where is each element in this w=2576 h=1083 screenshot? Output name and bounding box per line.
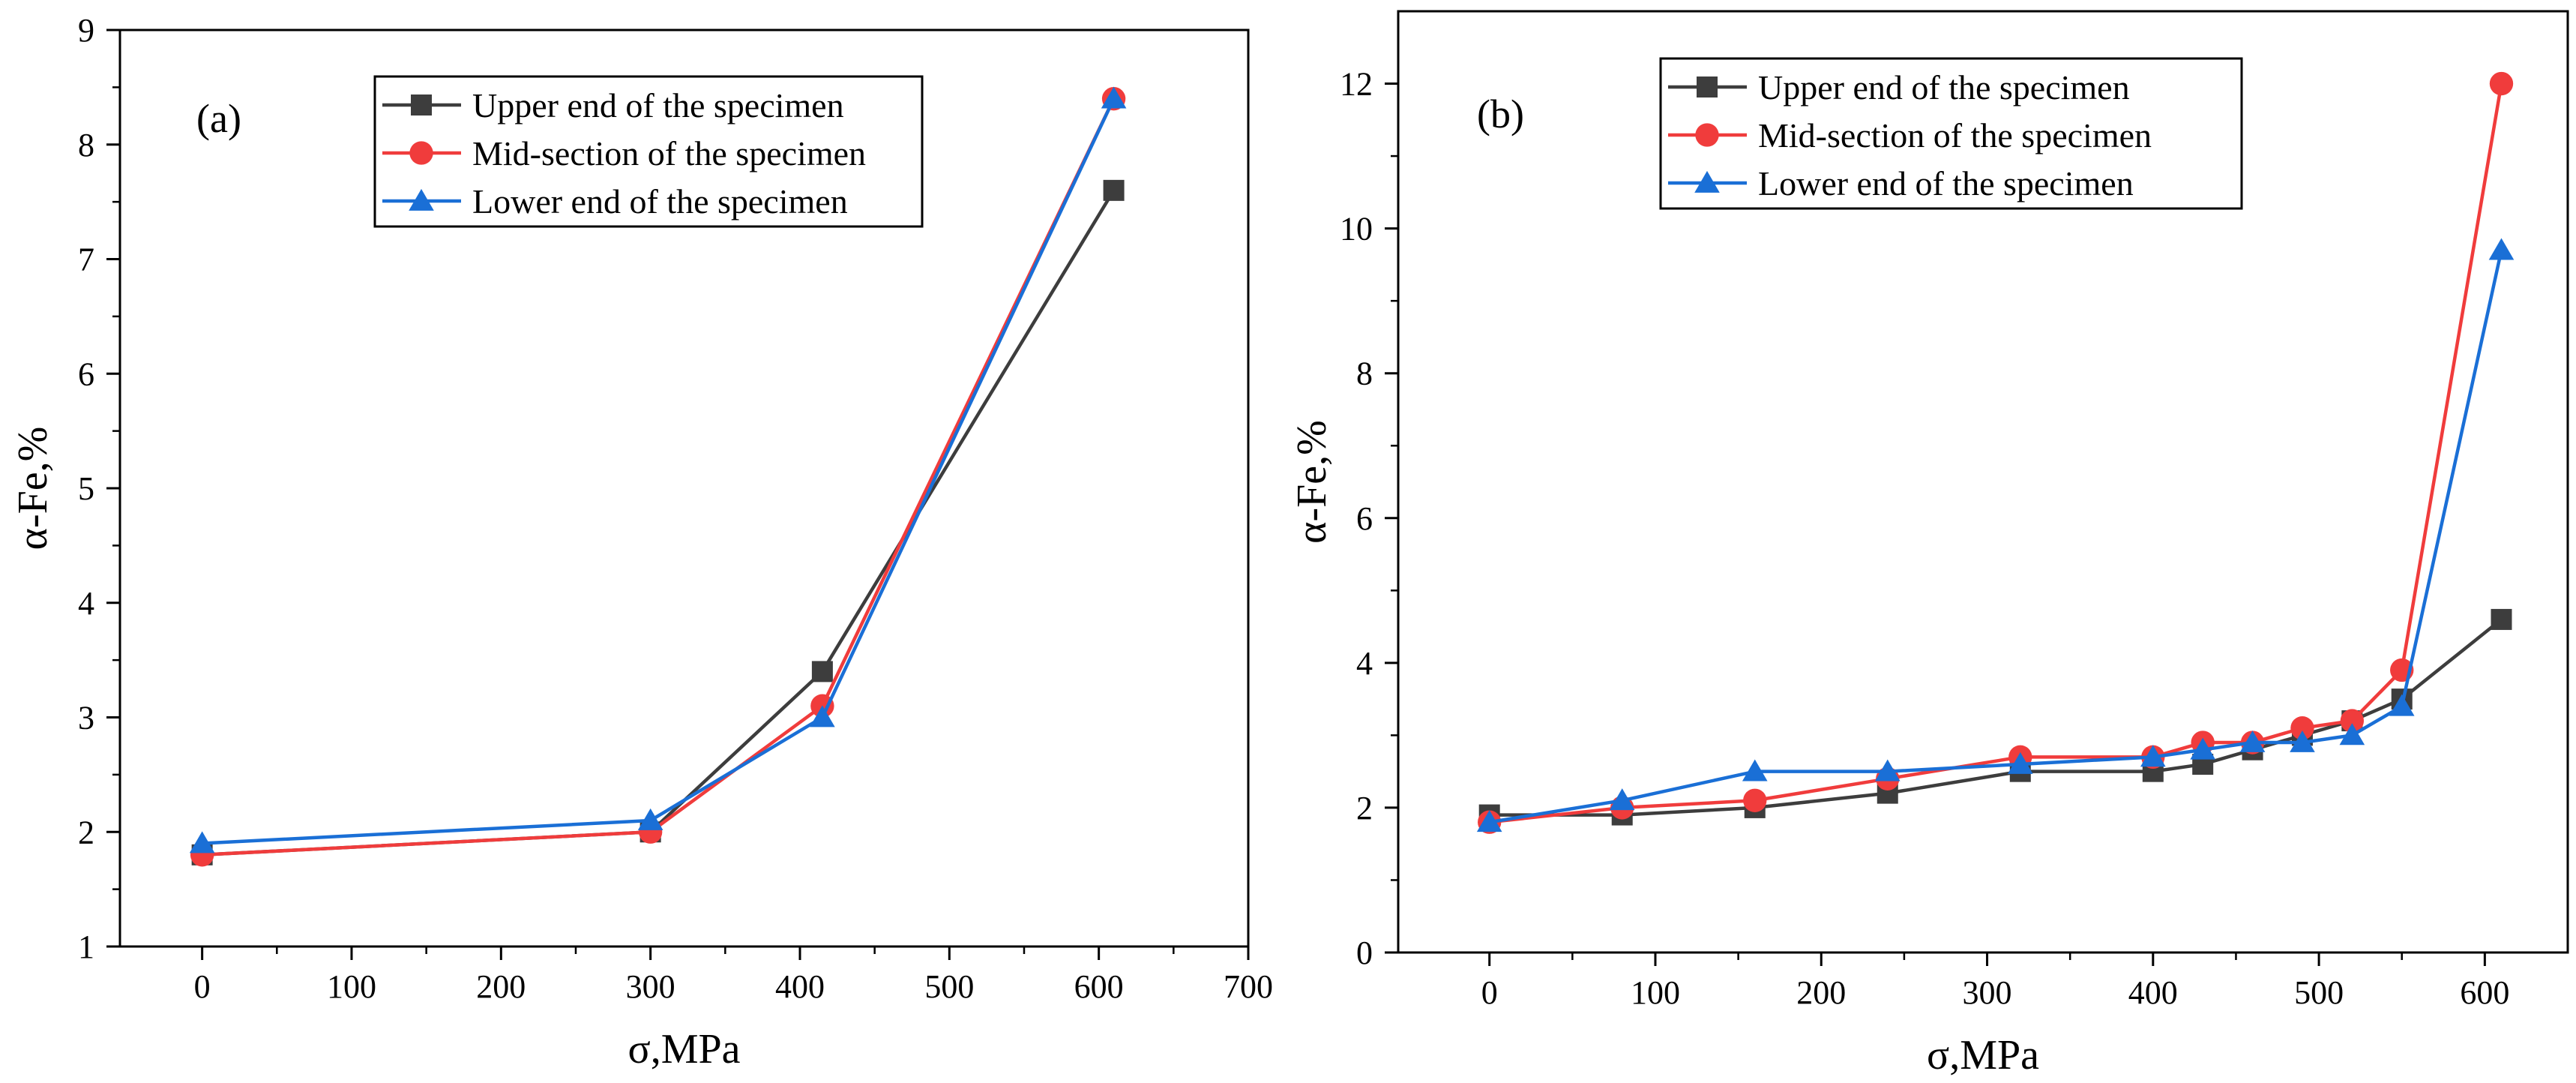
x-axis-title: σ,MPa (628, 1026, 741, 1072)
data-point (2140, 745, 2166, 767)
y-tick-label: 7 (78, 242, 94, 278)
data-point (637, 808, 663, 830)
y-tick-label: 5 (78, 470, 94, 507)
data-point (1101, 86, 1127, 109)
plot-frame (1397, 10, 2569, 954)
y-tick-label: 4 (78, 585, 94, 622)
x-tick-label: 100 (327, 968, 376, 1005)
y-tick-label: 12 (1340, 66, 1373, 103)
x-tick-label: 0 (1481, 974, 1498, 1011)
x-tick-label: 200 (476, 968, 526, 1005)
data-point (1743, 788, 1767, 812)
chart-panel-a: 0 100 200 300 400 500 600 700 1 2 3 4 5 6 7 8 9 σ,MPa α-Fe… (10, 12, 1273, 1072)
y-tick-label: 3 (78, 700, 94, 736)
legend-label: Lower end of the specimen (472, 182, 848, 220)
legend-marker (409, 141, 433, 165)
y-axis-title: α-Fe,% (1289, 420, 1335, 544)
y-tick-label: 0 (1356, 934, 1373, 971)
series-triangle (1476, 238, 2515, 832)
data-point (810, 705, 835, 728)
data-point (1874, 759, 1901, 782)
y-tick-label: 1 (78, 928, 94, 965)
panel-label: (a) (196, 96, 241, 141)
legend-marker (411, 94, 432, 116)
legend-marker (1695, 123, 1719, 147)
x-axis-title: σ,MPa (1927, 1032, 2039, 1078)
series-line (202, 98, 1116, 845)
data-point (2389, 694, 2415, 716)
y-tick-label: 2 (78, 814, 94, 850)
data-point (189, 831, 215, 854)
legend-marker (1697, 76, 1718, 98)
x-tick-label: 600 (2460, 974, 2509, 1011)
x-tick-label: 600 (1074, 968, 1124, 1005)
x-tick-label: 700 (1224, 968, 1273, 1005)
data-point (2290, 716, 2314, 740)
chart-panel-b: 0 100 200 300 400 500 600 0 2 4 6 8 10 12 σ,MPa α-Fe,% (… (1289, 10, 2569, 1078)
series-line (1489, 83, 2503, 824)
panel-label: (b) (1477, 92, 1524, 136)
data-point (811, 661, 833, 682)
y-axis-title: α-Fe,% (10, 427, 56, 550)
data-point (2290, 730, 2315, 752)
x-tick-label: 500 (924, 968, 974, 1005)
x-tick-label: 300 (1963, 974, 2012, 1011)
legend-label: Lower end of the specimen (1758, 164, 2134, 202)
x-tick-label: 400 (775, 968, 825, 1005)
y-tick-label: 4 (1356, 645, 1373, 682)
legend-box (1659, 57, 2243, 210)
data-point (1742, 759, 1768, 782)
legend: Upper end of the specimen Mid-section of … (1659, 57, 2243, 210)
y-tick-label: 8 (78, 127, 94, 164)
y-tick-label: 8 (1356, 356, 1373, 392)
legend-label: Mid-section of the specimen (1758, 116, 2152, 154)
y-tick-label: 6 (1356, 500, 1373, 537)
x-tick-label: 200 (1796, 974, 1846, 1011)
legend: Upper end of the specimen Mid-section of … (373, 75, 924, 228)
legend-label: Upper end of the specimen (1758, 68, 2130, 106)
y-tick-label: 2 (1356, 790, 1373, 826)
data-point (2491, 608, 2512, 630)
data-point (1609, 788, 1635, 811)
y-tick-label: 10 (1340, 211, 1373, 248)
data-point (2488, 238, 2515, 260)
data-point (2340, 709, 2365, 733)
legend-marker (1694, 170, 1720, 193)
x-tick-label: 0 (194, 968, 211, 1005)
series-triangle (189, 86, 1127, 854)
legend-marker (409, 188, 434, 211)
y-tick-label: 6 (78, 356, 94, 392)
legend-label: Mid-section of the specimen (472, 134, 866, 172)
data-point (2489, 71, 2514, 96)
x-tick-label: 500 (2294, 974, 2344, 1011)
x-tick-label: 400 (2128, 974, 2178, 1011)
data-point (1103, 179, 1125, 201)
legend-label: Upper end of the specimen (472, 86, 844, 124)
x-tick-label: 300 (626, 968, 675, 1005)
y-tick-label: 9 (78, 12, 94, 49)
data-point (1476, 810, 1502, 832)
data-point (2339, 723, 2365, 746)
legend-box (373, 75, 924, 228)
series-line (1489, 250, 2503, 824)
x-tick-label: 100 (1631, 974, 1680, 1011)
data-point (2007, 752, 2033, 774)
data-point (2190, 737, 2215, 760)
data-point (2239, 730, 2266, 752)
